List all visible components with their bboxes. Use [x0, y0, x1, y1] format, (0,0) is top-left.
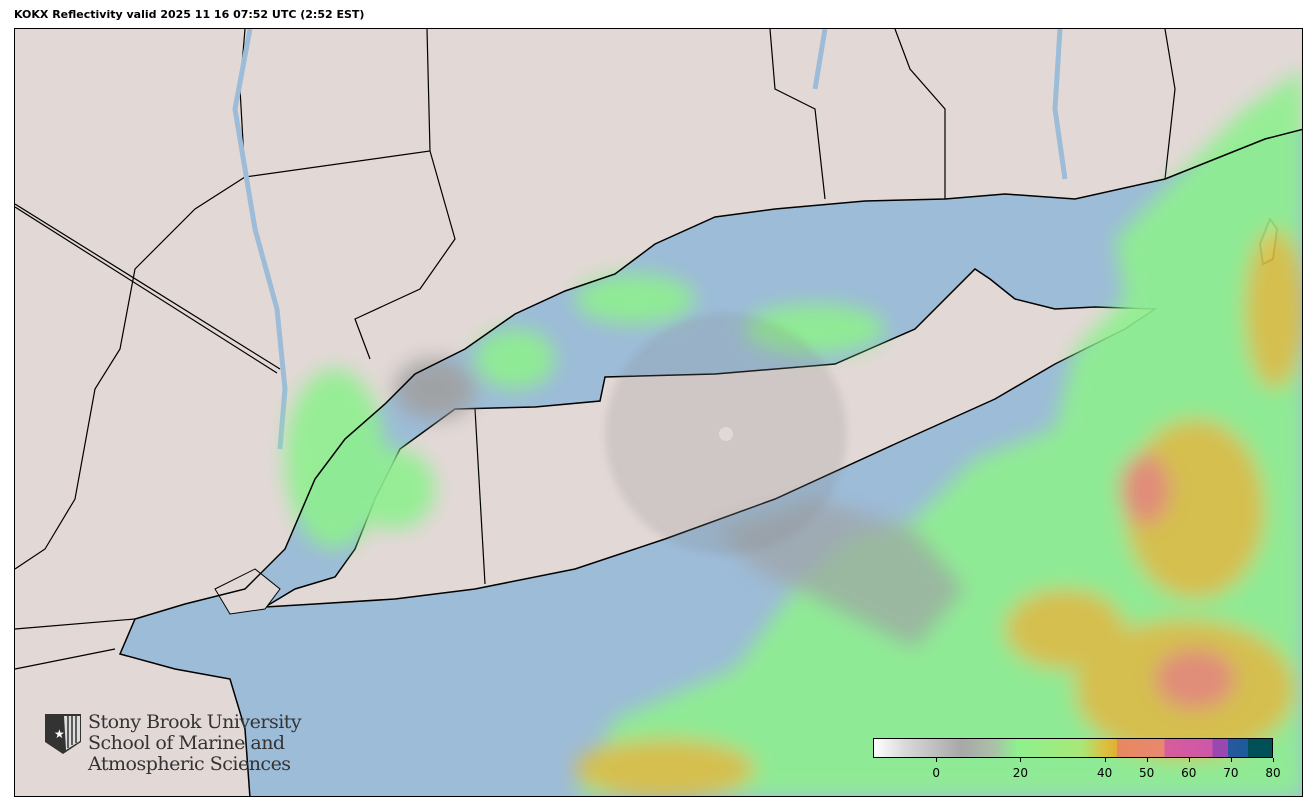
radar-map[interactable] — [14, 28, 1303, 797]
sbu-shield-star-icon: ★ — [45, 714, 81, 754]
reflectivity-colorbar — [873, 738, 1273, 758]
precipitation — [285, 70, 1302, 796]
radar-site — [719, 427, 733, 441]
staten-island — [214, 568, 281, 615]
colorbar-tick — [1104, 758, 1106, 762]
sbu-somas-logo: ★ Stony Brook University School of Marin… — [44, 711, 302, 775]
colorbar-tick — [1188, 758, 1190, 762]
colorbar-tick-label: 80 — [1265, 766, 1281, 780]
colorbar-tick — [1146, 758, 1148, 762]
svg-text:★: ★ — [54, 727, 65, 741]
map-title: KOKX Reflectivity valid 2025 11 16 07:52… — [14, 8, 365, 21]
mainland — [15, 29, 1302, 796]
coastline — [118, 128, 1302, 796]
colorbar-tick-label: 0 — [932, 766, 940, 780]
colorbar-tick — [1230, 758, 1232, 762]
colorbar-tick-label: 50 — [1139, 766, 1155, 780]
logo-line: Atmospheric Sciences — [88, 753, 291, 775]
colorbar-tick — [936, 758, 938, 762]
colorbar-tick-label: 60 — [1181, 766, 1197, 780]
logo-line: Stony Brook University — [88, 711, 302, 733]
map-canvas — [15, 29, 1302, 796]
colorbar-tick-label: 40 — [1096, 766, 1113, 780]
colorbar-tick — [1020, 758, 1022, 762]
colorbar-tick — [1273, 758, 1274, 762]
logo-line: School of Marine and — [88, 732, 285, 754]
rivers — [232, 29, 1068, 450]
colorbar-tick-label: 20 — [1012, 766, 1028, 780]
colorbar-tick-label: 70 — [1223, 766, 1239, 780]
